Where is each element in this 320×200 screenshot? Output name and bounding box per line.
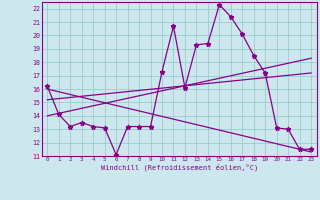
X-axis label: Windchill (Refroidissement éolien,°C): Windchill (Refroidissement éolien,°C) bbox=[100, 164, 258, 171]
